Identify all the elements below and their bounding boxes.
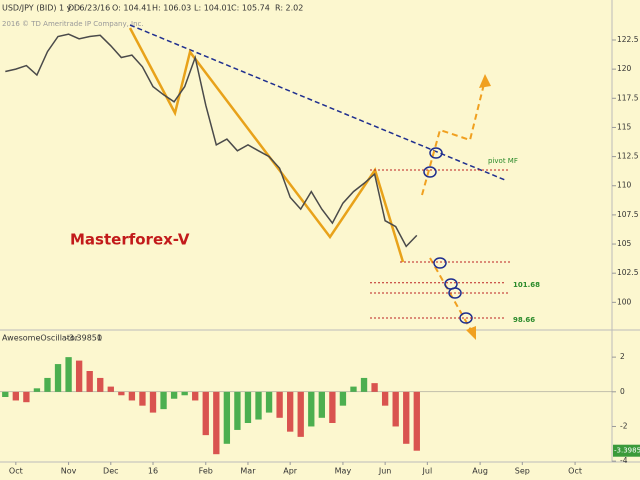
- oscillator-bar: [54, 364, 62, 392]
- oscillator-bar: [2, 391, 9, 397]
- oscillator-bar: [244, 391, 252, 423]
- oscillator-bar: [118, 391, 125, 396]
- level-label: 98.66: [513, 316, 535, 324]
- header-item: L: 104.01: [194, 4, 232, 13]
- oscillator-bar: [318, 391, 325, 418]
- y-tick-label: 102.5: [617, 268, 639, 277]
- y-tick-label: 100: [617, 297, 632, 306]
- oscillator-bar: [213, 391, 220, 455]
- y-tick-label: 122.5: [617, 35, 639, 44]
- x-tick-label: 16: [148, 467, 158, 476]
- oscillator-bar: [12, 391, 19, 401]
- y-tick-label: 0: [620, 387, 625, 396]
- oscillator-bar: [339, 391, 347, 406]
- oscillator-parameter: 0: [97, 334, 102, 343]
- oscillator-title: AwesomeOscillator: [2, 334, 79, 343]
- y-tick-label: 115: [617, 122, 632, 131]
- oscillator-bar: [75, 360, 83, 392]
- oscillator-bar: [381, 391, 389, 406]
- value-badge: [613, 444, 640, 457]
- circle-marker: [433, 257, 447, 269]
- value-badge-label: -3.3985: [614, 447, 640, 455]
- zigzag: [128, 27, 405, 263]
- pivot-label: pivot MF: [488, 157, 518, 165]
- price-line: [5, 33, 418, 248]
- x-tick-label: Nov: [61, 467, 77, 476]
- oscillator-bar: [350, 386, 357, 392]
- oscillator-bar: [170, 391, 178, 399]
- oscillator-bar: [86, 371, 93, 392]
- header-item: O: 104.41: [112, 4, 151, 13]
- down-scenario: [429, 257, 473, 333]
- oscillator-bar: [403, 391, 410, 444]
- oscillator-bar: [297, 391, 304, 437]
- x-tick-label: Apr: [283, 467, 298, 476]
- header-item: H: 106.03: [152, 4, 191, 13]
- y-tick-label: -4: [620, 456, 628, 465]
- oscillator-bar: [44, 377, 51, 392]
- annotation: Masterforex-V: [70, 231, 190, 249]
- header-item: USD/JPY (BID) 1 y D: [2, 4, 80, 13]
- oscillator-bar: [128, 391, 136, 401]
- oscillator-bar: [107, 386, 114, 392]
- x-tick-label: Jul: [422, 467, 433, 476]
- circle-marker: [423, 166, 437, 178]
- x-tick-label: Oct: [568, 467, 582, 476]
- y-tick-label: 112.5: [617, 152, 639, 161]
- oscillator-bar: [413, 391, 420, 451]
- y-tick-label: 105: [617, 239, 632, 248]
- oscillator-bar: [202, 391, 209, 436]
- oscillator-bar: [97, 377, 104, 392]
- oscillator-bar: [149, 391, 157, 413]
- watermark: 2016 © TD Ameritrade IP Company, Inc.: [2, 20, 144, 28]
- arrowhead: [479, 74, 491, 88]
- circle-marker: [429, 147, 443, 159]
- oscillator-bar: [371, 383, 378, 392]
- oscillator-bar: [234, 391, 241, 430]
- oscillator-bar: [308, 391, 315, 427]
- circle-marker: [448, 287, 462, 299]
- y-tick-label: 117.5: [617, 93, 639, 102]
- y-tick-label: 120: [617, 64, 632, 73]
- oscillator-bar: [287, 391, 294, 432]
- oscillator-bar: [181, 391, 188, 396]
- oscillator-bar: [139, 391, 146, 406]
- oscillator-bar: [265, 391, 273, 413]
- oscillator-bar: [160, 391, 167, 410]
- x-tick-label: Oct: [9, 467, 23, 476]
- oscillator-bar: [329, 391, 336, 423]
- x-tick-label: May: [335, 467, 352, 476]
- oscillator-bar: [23, 391, 30, 403]
- y-tick-label: -2: [620, 421, 628, 430]
- y-tick-label: 2: [620, 352, 625, 361]
- x-tick-label: Dec: [103, 467, 118, 476]
- header-item: R: 2.02: [275, 4, 303, 13]
- header-item: D: 6/23/16: [68, 4, 110, 13]
- oscillator-bar: [65, 357, 72, 392]
- oscillator-bar: [360, 377, 368, 392]
- oscillator-bar: [192, 391, 199, 401]
- oscillator-value: -3.39851: [66, 334, 102, 343]
- header-item: C: 105.74: [231, 4, 270, 13]
- x-tick-label: Jun: [378, 467, 392, 476]
- oscillator-bar: [255, 391, 262, 420]
- level-label: 101.68: [513, 281, 540, 289]
- oscillator-bar: [276, 391, 283, 418]
- y-tick-label: 107.5: [617, 210, 639, 219]
- y-tick-label: 110: [617, 181, 632, 190]
- x-tick-label: Mar: [240, 467, 256, 476]
- arrowhead: [466, 326, 476, 340]
- x-tick-label: Feb: [199, 467, 213, 476]
- oscillator-bar: [392, 391, 399, 427]
- oscillator-bar: [223, 391, 231, 444]
- x-tick-label: Aug: [472, 467, 488, 476]
- up-scenario: [421, 79, 486, 196]
- x-tick-label: Sep: [515, 467, 530, 476]
- oscillator-bar: [33, 388, 41, 392]
